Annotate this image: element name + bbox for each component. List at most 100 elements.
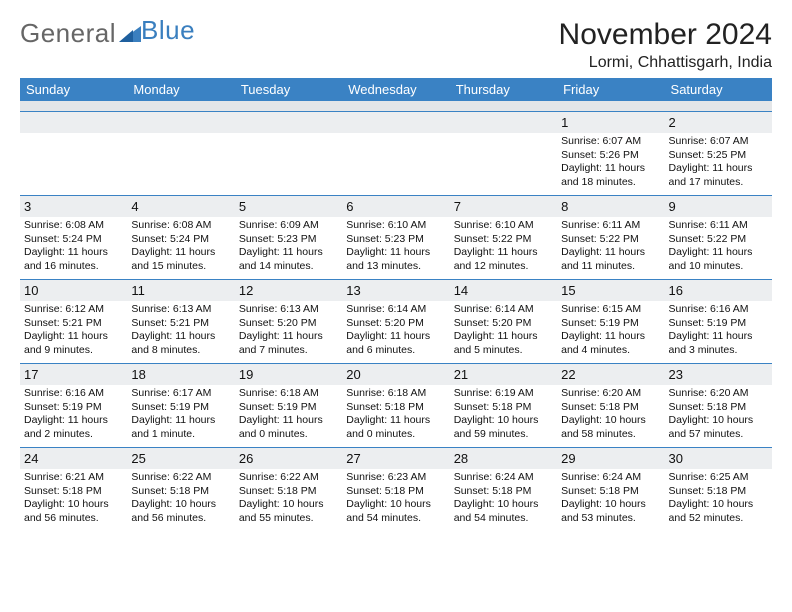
- day-number: 15: [557, 280, 664, 301]
- day-cell: 5Sunrise: 6:09 AMSunset: 5:23 PMDaylight…: [235, 195, 342, 279]
- day-number: 12: [235, 280, 342, 301]
- week-row: 10Sunrise: 6:12 AMSunset: 5:21 PMDayligh…: [20, 279, 772, 363]
- daylight-label: Daylight: 11 hours and 17 minutes.: [669, 162, 768, 190]
- day-number: 7: [450, 196, 557, 217]
- sunrise-label: Sunrise: 6:24 AM: [561, 471, 660, 485]
- day-cell: 14Sunrise: 6:14 AMSunset: 5:20 PMDayligh…: [450, 279, 557, 363]
- daylight-label: Daylight: 11 hours and 0 minutes.: [239, 414, 338, 442]
- sunrise-label: Sunrise: 6:14 AM: [454, 303, 553, 317]
- day-cell: 25 Sunrise: 6:22 AMSunset: 5:18 PMDayligh…: [127, 447, 234, 531]
- sunrise-label: Sunrise: 6:19 AM: [454, 387, 553, 401]
- week-row: 24Sunrise: 6:21 AMSunset: 5:18 PMDayligh…: [20, 447, 772, 531]
- sunset-label: Sunset: 5:18 PM: [669, 485, 768, 499]
- day-number: 13: [342, 280, 449, 301]
- day-number: 1: [557, 112, 664, 133]
- day-number: 30: [665, 448, 772, 469]
- day-header: Sunday: [20, 78, 127, 101]
- daylight-label: Daylight: 11 hours and 2 minutes.: [24, 414, 123, 442]
- sunrise-label: Sunrise: 6:18 AM: [239, 387, 338, 401]
- sunrise-label: Sunrise: 6:09 AM: [239, 219, 338, 233]
- sunrise-label: Sunrise: 6:25 AM: [669, 471, 768, 485]
- daylight-label: Daylight: 11 hours and 6 minutes.: [346, 330, 445, 358]
- sunrise-label: Sunrise: 6:10 AM: [346, 219, 445, 233]
- sunrise-label: Sunrise: 6:11 AM: [669, 219, 768, 233]
- day-number: [235, 112, 342, 133]
- sunset-label: Sunset: 5:19 PM: [24, 401, 123, 415]
- empty-cell: [127, 111, 234, 195]
- day-number: 27: [342, 448, 449, 469]
- day-cell: 3 Sunrise: 6:08 AMSunset: 5:24 PMDaylight…: [20, 195, 127, 279]
- day-number: 16: [665, 280, 772, 301]
- day-header: Saturday: [665, 78, 772, 101]
- day-cell: 13Sunrise: 6:14 AMSunset: 5:20 PMDayligh…: [342, 279, 449, 363]
- sunrise-label: Sunrise: 6:21 AM: [24, 471, 123, 485]
- sunrise-label: Sunrise: 6:07 AM: [669, 135, 768, 149]
- month-title: November 2024: [559, 18, 772, 52]
- day-cell: 20Sunrise: 6:18 AMSunset: 5:18 PMDayligh…: [342, 363, 449, 447]
- sunrise-label: Sunrise: 6:13 AM: [239, 303, 338, 317]
- daylight-label: Daylight: 10 hours and 56 minutes.: [24, 498, 123, 526]
- sunset-label: Sunset: 5:18 PM: [346, 401, 445, 415]
- day-cell: 19Sunrise: 6:18 AMSunset: 5:19 PMDayligh…: [235, 363, 342, 447]
- day-number: 23: [665, 364, 772, 385]
- empty-cell: [342, 111, 449, 195]
- sunset-label: Sunset: 5:18 PM: [454, 401, 553, 415]
- day-cell: 7Sunrise: 6:10 AMSunset: 5:22 PMDaylight…: [450, 195, 557, 279]
- sunset-label: Sunset: 5:21 PM: [24, 317, 123, 331]
- daylight-label: Daylight: 11 hours and 3 minutes.: [669, 330, 768, 358]
- day-number: [20, 112, 127, 133]
- daylight-label: Daylight: 10 hours and 56 minutes.: [131, 498, 230, 526]
- daylight-label: Daylight: 10 hours and 53 minutes.: [561, 498, 660, 526]
- sunrise-label: Sunrise: 6:11 AM: [561, 219, 660, 233]
- sunset-label: Sunset: 5:20 PM: [454, 317, 553, 331]
- sunset-label: Sunset: 5:18 PM: [24, 485, 123, 499]
- daylight-label: Daylight: 10 hours and 54 minutes.: [454, 498, 553, 526]
- location-label: Lormi, Chhattisgarh, India: [559, 54, 772, 72]
- day-number: 5: [235, 196, 342, 217]
- sunset-label: Sunset: 5:19 PM: [669, 317, 768, 331]
- day-header: Friday: [557, 78, 664, 101]
- daylight-label: Daylight: 11 hours and 7 minutes.: [239, 330, 338, 358]
- sunset-label: Sunset: 5:23 PM: [346, 233, 445, 247]
- sunrise-label: Sunrise: 6:17 AM: [131, 387, 230, 401]
- day-cell: 17Sunrise: 6:16 AMSunset: 5:19 PMDayligh…: [20, 363, 127, 447]
- day-number: [342, 112, 449, 133]
- day-number: 6: [342, 196, 449, 217]
- daylight-label: Daylight: 11 hours and 16 minutes.: [24, 246, 123, 274]
- spacer-row: [20, 101, 772, 111]
- day-cell: 6Sunrise: 6:10 AMSunset: 5:23 PMDaylight…: [342, 195, 449, 279]
- day-cell: 15Sunrise: 6:15 AMSunset: 5:19 PMDayligh…: [557, 279, 664, 363]
- day-number: [450, 112, 557, 133]
- day-cell: 10Sunrise: 6:12 AMSunset: 5:21 PMDayligh…: [20, 279, 127, 363]
- day-header: Monday: [127, 78, 234, 101]
- day-cell: 23Sunrise: 6:20 AMSunset: 5:18 PMDayligh…: [665, 363, 772, 447]
- sunrise-label: Sunrise: 6:22 AM: [239, 471, 338, 485]
- daylight-label: Daylight: 10 hours and 59 minutes.: [454, 414, 553, 442]
- sunset-label: Sunset: 5:18 PM: [561, 401, 660, 415]
- daylight-label: Daylight: 11 hours and 4 minutes.: [561, 330, 660, 358]
- daylight-label: Daylight: 11 hours and 1 minute.: [131, 414, 230, 442]
- empty-cell: [450, 111, 557, 195]
- day-number: 10: [20, 280, 127, 301]
- sunrise-label: Sunrise: 6:13 AM: [131, 303, 230, 317]
- day-number: 8: [557, 196, 664, 217]
- sunrise-label: Sunrise: 6:22 AM: [131, 471, 230, 485]
- day-cell: 1Sunrise: 6:07 AMSunset: 5:26 PMDaylight…: [557, 111, 664, 195]
- day-number: 3: [20, 196, 127, 217]
- day-number: 24: [20, 448, 127, 469]
- sunset-label: Sunset: 5:18 PM: [131, 485, 230, 499]
- sunrise-label: Sunrise: 6:16 AM: [669, 303, 768, 317]
- daylight-label: Daylight: 11 hours and 11 minutes.: [561, 246, 660, 274]
- sunrise-label: Sunrise: 6:08 AM: [24, 219, 123, 233]
- sunset-label: Sunset: 5:24 PM: [24, 233, 123, 247]
- sunset-label: Sunset: 5:23 PM: [239, 233, 338, 247]
- day-number: 17: [20, 364, 127, 385]
- daylight-label: Daylight: 10 hours and 57 minutes.: [669, 414, 768, 442]
- sunset-label: Sunset: 5:24 PM: [131, 233, 230, 247]
- sunrise-label: Sunrise: 6:14 AM: [346, 303, 445, 317]
- sunrise-label: Sunrise: 6:20 AM: [669, 387, 768, 401]
- day-number: 11: [127, 280, 234, 301]
- day-number: 25: [127, 448, 234, 469]
- sunset-label: Sunset: 5:22 PM: [669, 233, 768, 247]
- sunrise-label: Sunrise: 6:23 AM: [346, 471, 445, 485]
